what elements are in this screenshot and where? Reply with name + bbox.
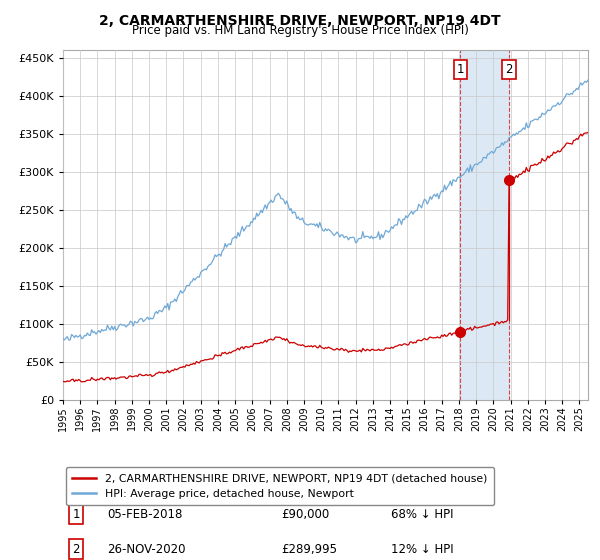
Text: £90,000: £90,000 xyxy=(281,508,329,521)
Text: 26-NOV-2020: 26-NOV-2020 xyxy=(107,543,186,556)
Text: 12% ↓ HPI: 12% ↓ HPI xyxy=(391,543,454,556)
Text: 1: 1 xyxy=(73,508,80,521)
Text: 2, CARMARTHENSHIRE DRIVE, NEWPORT, NP19 4DT: 2, CARMARTHENSHIRE DRIVE, NEWPORT, NP19 … xyxy=(99,14,501,28)
Text: 2: 2 xyxy=(505,63,513,76)
Text: 68% ↓ HPI: 68% ↓ HPI xyxy=(391,508,454,521)
Text: £289,995: £289,995 xyxy=(281,543,337,556)
Text: Price paid vs. HM Land Registry's House Price Index (HPI): Price paid vs. HM Land Registry's House … xyxy=(131,24,469,37)
Bar xyxy=(460,50,509,400)
Text: 2: 2 xyxy=(73,543,80,556)
Text: 05-FEB-2018: 05-FEB-2018 xyxy=(107,508,183,521)
Text: 1: 1 xyxy=(457,63,464,76)
Legend: 2, CARMARTHENSHIRE DRIVE, NEWPORT, NP19 4DT (detached house), HPI: Average price: 2, CARMARTHENSHIRE DRIVE, NEWPORT, NP19 … xyxy=(66,467,494,506)
